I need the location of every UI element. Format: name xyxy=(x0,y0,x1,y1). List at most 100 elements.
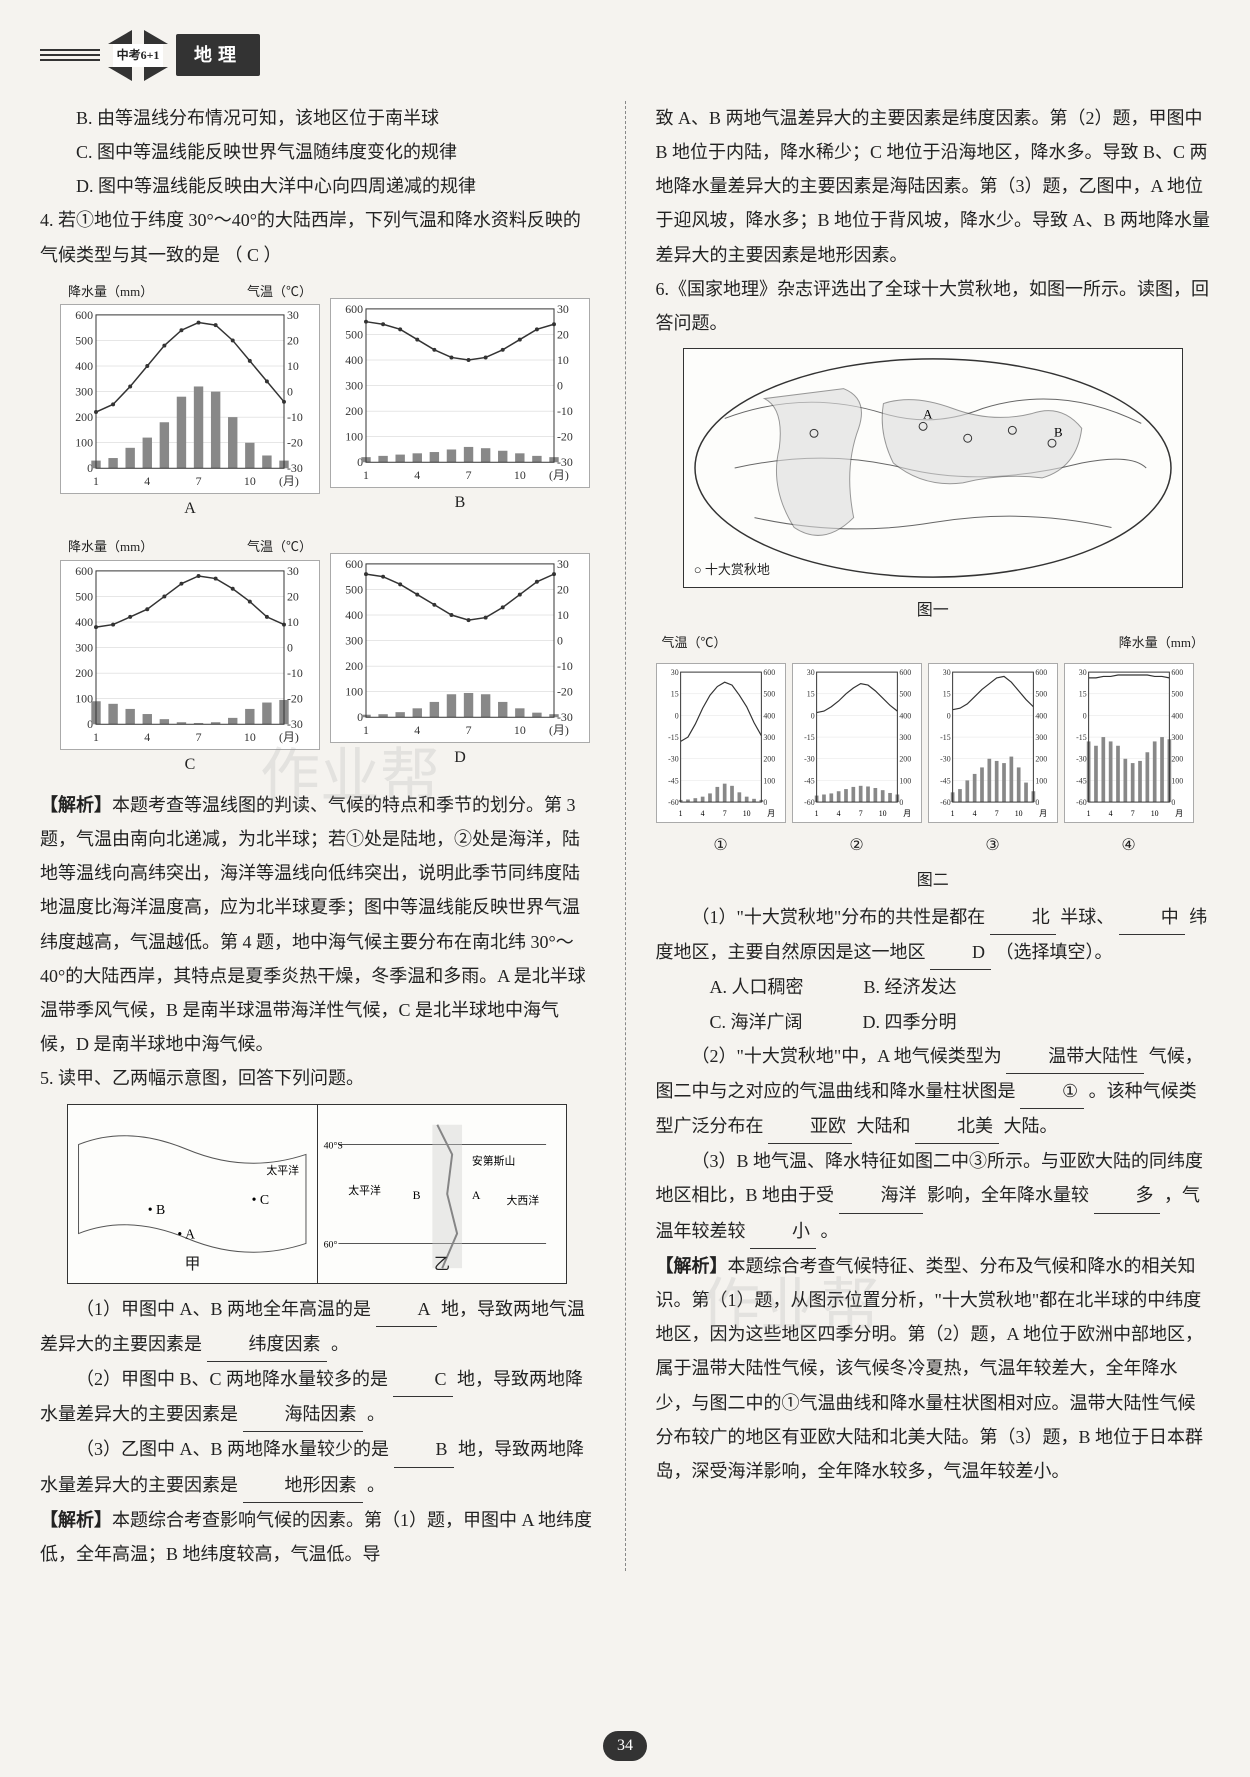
svg-text:500: 500 xyxy=(1171,690,1183,699)
svg-text:4: 4 xyxy=(144,730,150,744)
svg-text:400: 400 xyxy=(345,608,363,622)
svg-text:A: A xyxy=(472,1188,481,1202)
q4-stem: 4. 若①地位于纬度 30°～40°的大陆西岸，下列气温和降水资料反映的气候类型… xyxy=(40,203,595,271)
q5-2-period: 。 xyxy=(367,1404,385,1424)
svg-text:1: 1 xyxy=(93,475,99,489)
map-yi: 40°S 60° 安第斯山 B A 太平洋 大西洋 乙 xyxy=(318,1105,567,1283)
analysis6: 【解析】本题综合考查气候特征、类型、分布及气候和降水的相关知识。第（1）题，从图… xyxy=(656,1249,1211,1488)
svg-text:30: 30 xyxy=(287,563,299,577)
left-column: B. 由等温线分布情况可知，该地区位于南半球 C. 图中等温线能反映世界气温随纬… xyxy=(40,101,595,1571)
q6-2d: 大陆和 xyxy=(857,1116,911,1136)
q5-3: （3）乙图中 A、B 两地降水量较少的是 B 地，导致两地降水量差异大的主要因素… xyxy=(40,1432,595,1502)
q5-1-blank2: 纬度因素 xyxy=(207,1327,327,1362)
svg-text:-60: -60 xyxy=(804,798,815,807)
svg-text:-10: -10 xyxy=(557,404,573,418)
svg-text:30: 30 xyxy=(670,668,678,677)
q6-2e: 大陆。 xyxy=(1004,1116,1058,1136)
svg-text:4: 4 xyxy=(414,468,420,482)
svg-text:500: 500 xyxy=(899,690,911,699)
svg-text:(月): (月) xyxy=(549,468,569,482)
chart-c-label: C xyxy=(60,750,320,780)
svg-text:• A: • A xyxy=(178,1226,196,1241)
q6-1-blank1: 北 xyxy=(990,900,1056,935)
svg-text:30: 30 xyxy=(942,668,950,677)
svg-text:7: 7 xyxy=(722,809,726,818)
svg-text:(月): (月) xyxy=(549,723,569,737)
svg-text:200: 200 xyxy=(345,404,363,418)
svg-text:-60: -60 xyxy=(668,798,679,807)
svg-text:-30: -30 xyxy=(668,755,679,764)
svg-text:500: 500 xyxy=(763,690,775,699)
q6-1-blank3: D xyxy=(930,935,991,970)
map-jia-label: 甲 xyxy=(184,1250,200,1280)
svg-text:7: 7 xyxy=(994,809,998,818)
svg-text:-10: -10 xyxy=(287,666,303,680)
q6-3-blank1: 海洋 xyxy=(839,1178,923,1213)
svg-text:200: 200 xyxy=(75,666,93,680)
analysis5-cont: 致 A、B 两地气温差异大的主要因素是纬度因素。第（2）题，甲图中 B 地位于内… xyxy=(656,101,1211,272)
q4-answer: （ C ） xyxy=(225,245,282,265)
precip-axis-label-2: 降水量（mm） xyxy=(68,535,153,560)
svg-text:600: 600 xyxy=(899,668,911,677)
svg-text:0: 0 xyxy=(287,385,293,399)
q6-3d: 。 xyxy=(821,1221,839,1241)
svg-text:-30: -30 xyxy=(804,755,815,764)
svg-text:0: 0 xyxy=(810,712,814,721)
svg-text:4: 4 xyxy=(1108,809,1112,818)
analysis5-label: 【解析】 xyxy=(40,1510,112,1530)
svg-text:600: 600 xyxy=(1035,668,1047,677)
svg-text:600: 600 xyxy=(1171,668,1183,677)
q4-text: 4. 若①地位于纬度 30°～40°的大陆西岸，下列气温和降水资料反映的气候类型… xyxy=(40,210,581,264)
svg-text:0: 0 xyxy=(899,798,903,807)
svg-text:月: 月 xyxy=(1175,809,1183,818)
svg-text:200: 200 xyxy=(345,659,363,673)
q6-opt-d: D. 四季分明 xyxy=(863,1005,957,1039)
svg-text:100: 100 xyxy=(75,691,93,705)
svg-text:60°: 60° xyxy=(323,1239,337,1250)
svg-text:10: 10 xyxy=(244,730,256,744)
chart-b-box: 0100200300400500600-30-20-10010203014710… xyxy=(330,280,590,525)
svg-text:7: 7 xyxy=(196,730,202,744)
svg-text:200: 200 xyxy=(1171,755,1183,764)
svg-text:-45: -45 xyxy=(804,777,815,786)
svg-text:-60: -60 xyxy=(1076,798,1087,807)
chart-d-label: D xyxy=(330,743,590,773)
svg-text:7: 7 xyxy=(858,809,862,818)
svg-text:600: 600 xyxy=(763,668,775,677)
q6-1a: （1）"十大赏秋地"分布的共性是都在 xyxy=(692,907,986,927)
svg-text:100: 100 xyxy=(1171,777,1183,786)
chart-b-label: B xyxy=(330,488,590,518)
chart-a-box: 降水量（mm） 气温（℃） 0100200300400500600-30-20-… xyxy=(60,280,320,525)
analysis6-text: 本题综合考查气候特征、类型、分布及气候和降水的相关知识。第（1）题，从图示位置分… xyxy=(656,1256,1204,1481)
logo-text: 中考6+1 xyxy=(113,44,164,67)
svg-text:B: B xyxy=(412,1188,420,1202)
svg-text:A: A xyxy=(923,408,933,422)
chart-a-label: A xyxy=(60,494,320,524)
subject-tag: 地理 xyxy=(176,34,260,76)
q5-3-blank2: 地形因素 xyxy=(243,1468,363,1503)
page-number: 34 xyxy=(603,1731,647,1761)
svg-text:-20: -20 xyxy=(287,436,303,450)
svg-text:15: 15 xyxy=(1078,690,1086,699)
svg-text:20: 20 xyxy=(287,334,299,348)
svg-text:600: 600 xyxy=(345,557,363,571)
svg-text:20: 20 xyxy=(557,327,569,341)
q6-opt-c: C. 海洋广阔 xyxy=(710,1005,803,1039)
chart-c: 0100200300400500600-30-20-10010203014710… xyxy=(60,560,320,750)
q6-1b: 半球、 xyxy=(1060,907,1114,927)
svg-text:300: 300 xyxy=(899,733,911,742)
analysis6-label: 【解析】 xyxy=(656,1256,728,1276)
svg-text:0: 0 xyxy=(557,633,563,647)
chart-num-3: ③ xyxy=(928,831,1058,861)
svg-text:B: B xyxy=(1054,425,1063,439)
svg-text:15: 15 xyxy=(942,690,950,699)
svg-text:0: 0 xyxy=(763,798,767,807)
tiny-temp-label: 气温（℃） xyxy=(662,631,727,656)
chart-a: 0100200300400500600-30-20-10010203014710… xyxy=(60,304,320,494)
analysis4: 【解析】本题考查等温线图的判读、气候的特点和季节的划分。第 3 题，气温由南向北… xyxy=(40,788,595,1062)
svg-text:600: 600 xyxy=(75,308,93,322)
q5-3-period: 。 xyxy=(367,1475,385,1495)
svg-text:1: 1 xyxy=(363,723,369,737)
svg-text:4: 4 xyxy=(144,475,150,489)
svg-text:0: 0 xyxy=(946,712,950,721)
